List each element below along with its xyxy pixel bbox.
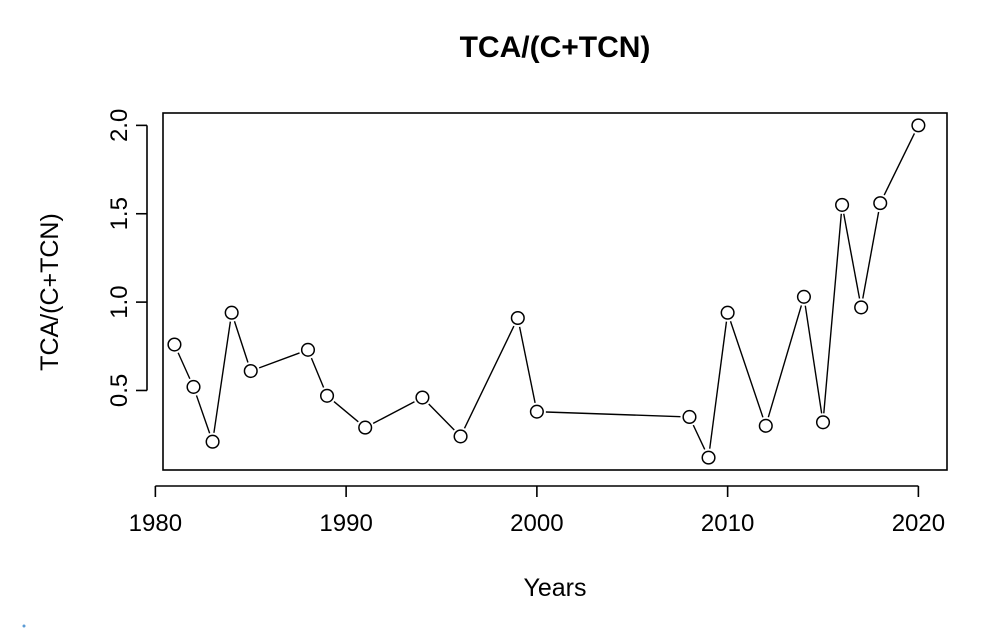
line-segment (709, 321, 728, 449)
data-point (720, 305, 735, 320)
x-tick-label: 2000 (510, 510, 563, 537)
data-point (415, 390, 430, 405)
data-point (529, 404, 544, 419)
line-segment (843, 213, 861, 299)
data-point (205, 434, 220, 449)
data-point (758, 418, 773, 433)
plot-frame (162, 112, 948, 471)
data-point (224, 305, 239, 320)
data-point (510, 310, 525, 326)
data-point (815, 415, 831, 430)
line-segment (862, 211, 880, 299)
data-point (186, 379, 201, 394)
data-point (873, 196, 888, 211)
data-point (453, 429, 468, 444)
line-segment (258, 352, 300, 369)
data-point (701, 450, 716, 465)
y-axis-label: TCA/(C+TCN) (36, 213, 64, 371)
line-segment (372, 401, 415, 425)
x-axis: 1980 1990 2000 2010 2020 (129, 485, 945, 537)
line-segment (463, 325, 515, 429)
line-segment (177, 352, 191, 380)
line-segment (545, 411, 681, 418)
chart-title: TCA/(C+TCN) (460, 31, 651, 64)
x-tick-label: 1980 (129, 510, 182, 537)
line-segment (729, 321, 764, 418)
line-segment (883, 133, 916, 196)
line-segment (310, 357, 325, 388)
data-point (682, 409, 697, 425)
x-tick-label: 2020 (892, 510, 945, 537)
line-segment (213, 321, 232, 433)
line-segment (804, 305, 823, 414)
y-axis: 0.5 1.0 1.5 2.0 (106, 109, 148, 407)
line-segment (692, 424, 706, 450)
data-point (319, 388, 335, 403)
x-tick-label: 1990 (319, 510, 372, 537)
line-segment (767, 305, 803, 418)
data-point (358, 420, 373, 435)
data-point (911, 118, 926, 133)
x-axis-label: Years (523, 574, 586, 602)
x-tick-label: 2010 (701, 510, 754, 537)
line-segments (177, 133, 916, 450)
y-tick-label: 1.5 (106, 197, 133, 230)
data-point (854, 300, 869, 315)
line-segment (333, 400, 359, 423)
line-segment (195, 395, 211, 434)
data-point (300, 342, 316, 357)
y-tick-label: 0.5 (106, 374, 133, 407)
data-point (796, 289, 811, 304)
line-segment (233, 321, 249, 363)
corner-dot-decoration (22, 624, 26, 628)
line-segment (428, 403, 455, 431)
data-point (835, 197, 850, 212)
data-point (167, 337, 182, 352)
y-tick-label: 1.0 (106, 285, 133, 318)
data-point (243, 363, 258, 379)
data-points (167, 118, 926, 465)
line-segment (823, 213, 842, 414)
y-tick-label: 2.0 (106, 109, 133, 142)
line-segment (518, 326, 536, 403)
